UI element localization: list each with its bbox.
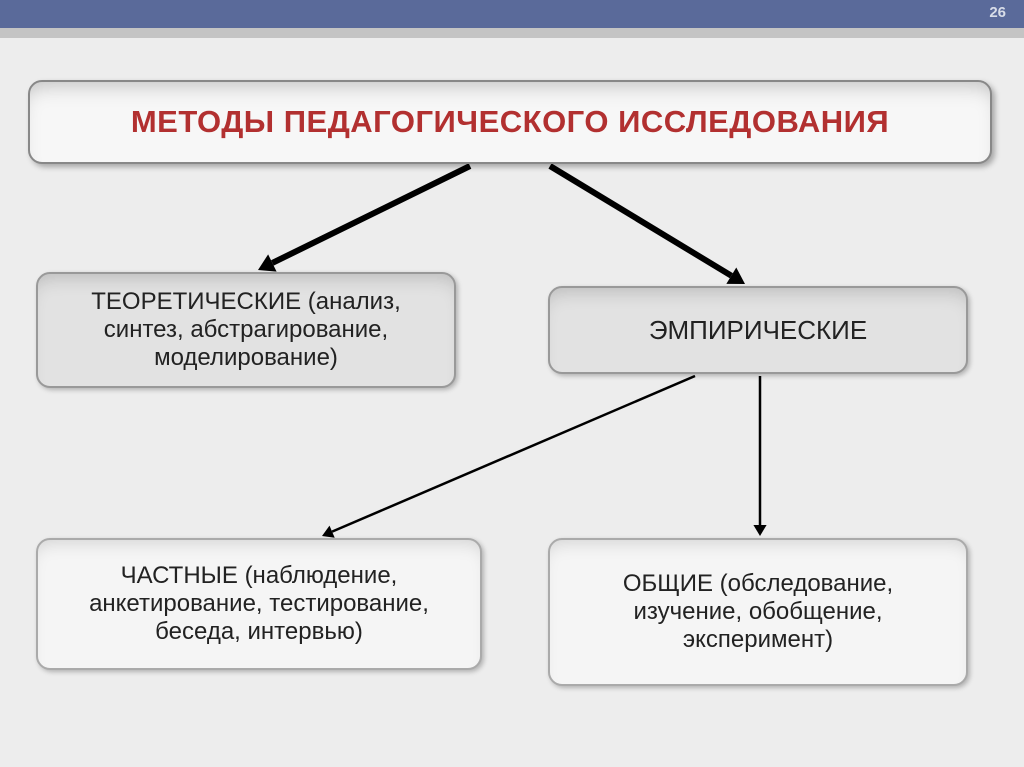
private-text: ЧАСТНЫЕ (наблюдение, анкетирование, тест…: [58, 562, 460, 646]
title-node: МЕТОДЫ ПЕДАГОГИЧЕСКОГО ИССЛЕДОВАНИЯ: [28, 80, 992, 164]
private-node: ЧАСТНЫЕ (наблюдение, анкетирование, тест…: [36, 538, 482, 670]
theoretical-node: ТЕОРЕТИЧЕСКИЕ (анализ, синтез, абстрагир…: [36, 272, 456, 388]
empirical-node: ЭМПИРИЧЕСКИЕ: [548, 286, 968, 374]
top-bar: 26: [0, 0, 1024, 28]
gray-strip: [0, 28, 1024, 38]
diagram-canvas: МЕТОДЫ ПЕДАГОГИЧЕСКОГО ИССЛЕДОВАНИЯ ТЕОР…: [0, 38, 1024, 767]
slide-number: 26: [989, 4, 1006, 21]
general-node: ОБЩИЕ (обследование, изучение, обобщение…: [548, 538, 968, 686]
general-text: ОБЩИЕ (обследование, изучение, обобщение…: [570, 570, 946, 654]
title-text: МЕТОДЫ ПЕДАГОГИЧЕСКОГО ИССЛЕДОВАНИЯ: [131, 104, 889, 140]
empirical-text: ЭМПИРИЧЕСКИЕ: [649, 315, 867, 346]
theoretical-text: ТЕОРЕТИЧЕСКИЕ (анализ, синтез, абстрагир…: [58, 288, 434, 372]
